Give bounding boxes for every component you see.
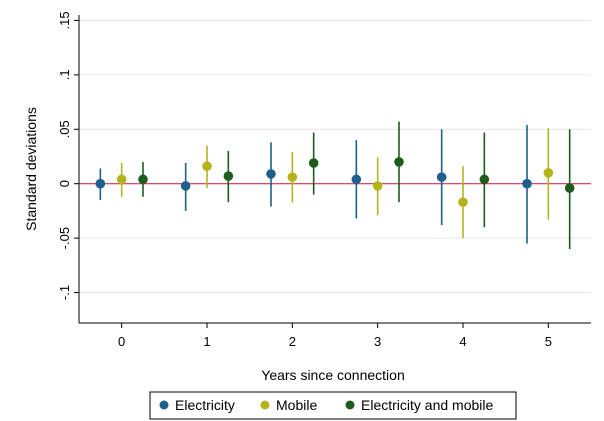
- legend-label-electricity: Electricity: [175, 397, 235, 413]
- point-mobile: [116, 174, 127, 185]
- point-electricity: [266, 169, 276, 179]
- plot-background: [79, 15, 591, 323]
- x-tick-label: 3: [374, 334, 381, 349]
- x-axis-title: Years since connection: [261, 367, 404, 383]
- legend-marker-electricity: [159, 400, 169, 410]
- legend-marker-electricity-and-mobile: [345, 400, 355, 410]
- point-electricity-and-mobile: [394, 157, 404, 167]
- y-axis: -.1 -.05 0 .05 .1 .15 Standard deviations: [23, 11, 80, 323]
- x-tick-label: 4: [459, 334, 466, 349]
- x-axis: 0 1 2 3 4 5 Years since connection: [79, 322, 591, 383]
- point-mobile: [458, 197, 468, 207]
- point-electricity-and-mobile: [479, 174, 490, 185]
- y-tick-label: 0: [57, 180, 72, 187]
- x-tick-label: 0: [118, 334, 125, 349]
- legend-label-electricity-and-mobile: Electricity and mobile: [361, 397, 493, 413]
- y-tick-label: .1: [57, 69, 72, 80]
- y-ticks: -.1 -.05 0 .05 .1 .15: [57, 11, 79, 300]
- point-electricity: [95, 178, 106, 189]
- plot-area: [79, 15, 591, 323]
- y-tick-label: .15: [57, 11, 72, 29]
- legend-item-electricity: Electricity: [159, 397, 235, 413]
- y-tick-label: -.05: [57, 227, 72, 249]
- y-axis-title: Standard deviations: [23, 107, 39, 231]
- legend-item-mobile: Mobile: [260, 397, 317, 413]
- legend-label-mobile: Mobile: [276, 397, 317, 413]
- point-electricity: [180, 181, 191, 191]
- x-tick-label: 2: [289, 334, 296, 349]
- point-electricity: [436, 172, 447, 182]
- y-tick-label: -.1: [57, 285, 72, 300]
- point-electricity-and-mobile: [308, 158, 319, 168]
- point-electricity-and-mobile: [138, 174, 148, 185]
- point-electricity-and-mobile: [223, 171, 234, 181]
- legend-box: [149, 391, 517, 420]
- point-mobile: [287, 172, 298, 182]
- point-mobile: [372, 181, 383, 191]
- x-tick-label: 1: [203, 334, 210, 349]
- point-mobile: [543, 168, 554, 178]
- point-mobile: [202, 161, 212, 172]
- point-electricity: [522, 178, 532, 189]
- x-tick-label: 5: [545, 334, 552, 349]
- point-electricity: [351, 174, 362, 185]
- legend: Electricity Mobile Electricity and mobil…: [149, 391, 517, 420]
- legend-item-electricity-and-mobile: Electricity and mobile: [345, 397, 493, 413]
- point-electricity-and-mobile: [564, 183, 575, 193]
- y-tick-label: .05: [57, 120, 72, 138]
- legend-marker-mobile: [260, 400, 270, 410]
- x-ticks: 0 1 2 3 4 5: [118, 323, 552, 349]
- markers: [95, 157, 575, 207]
